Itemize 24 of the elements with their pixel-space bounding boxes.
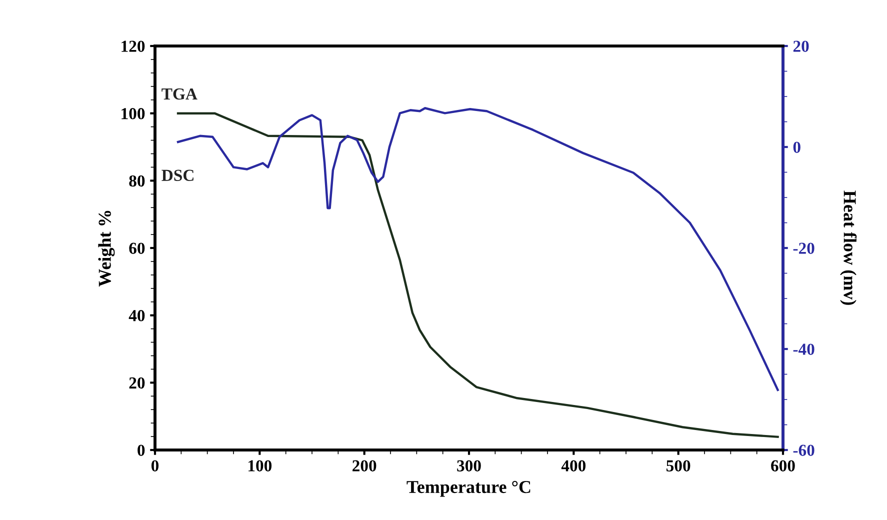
y-tick-label: 0	[138, 444, 145, 456]
y-tick-label: 80	[129, 175, 145, 187]
x-tick-label: 300	[457, 460, 481, 472]
y2-tick-label: 0	[793, 142, 800, 153]
series-label: TGA	[162, 88, 198, 100]
series-label: DSC	[162, 170, 194, 182]
x-tick-label: 100	[248, 460, 272, 472]
y2-tick-label: -20	[793, 242, 814, 254]
y-axis-title: Weight %	[98, 210, 115, 287]
x-tick-label: 0	[151, 460, 159, 472]
y2-tick-label: 20	[793, 40, 809, 52]
x-tick-label: 600	[771, 460, 795, 472]
y-tick-label: 40	[128, 310, 145, 322]
x-tick-label: 400	[561, 460, 586, 472]
x-tick-label: 500	[666, 460, 690, 472]
y-tick-label: 100	[122, 108, 145, 120]
x-tick-label: 200	[352, 460, 376, 472]
y-tick-label: 60	[129, 242, 145, 254]
y2-tick-label: -40	[793, 344, 814, 355]
x-axis-title: Temperature °C	[406, 480, 530, 497]
y2-axis-title: Heat flow (mv)	[840, 190, 857, 305]
y-tick-label: 20	[129, 377, 145, 389]
y2-tick-label: -60	[793, 444, 814, 456]
y-tick-label: 120	[122, 40, 145, 52]
